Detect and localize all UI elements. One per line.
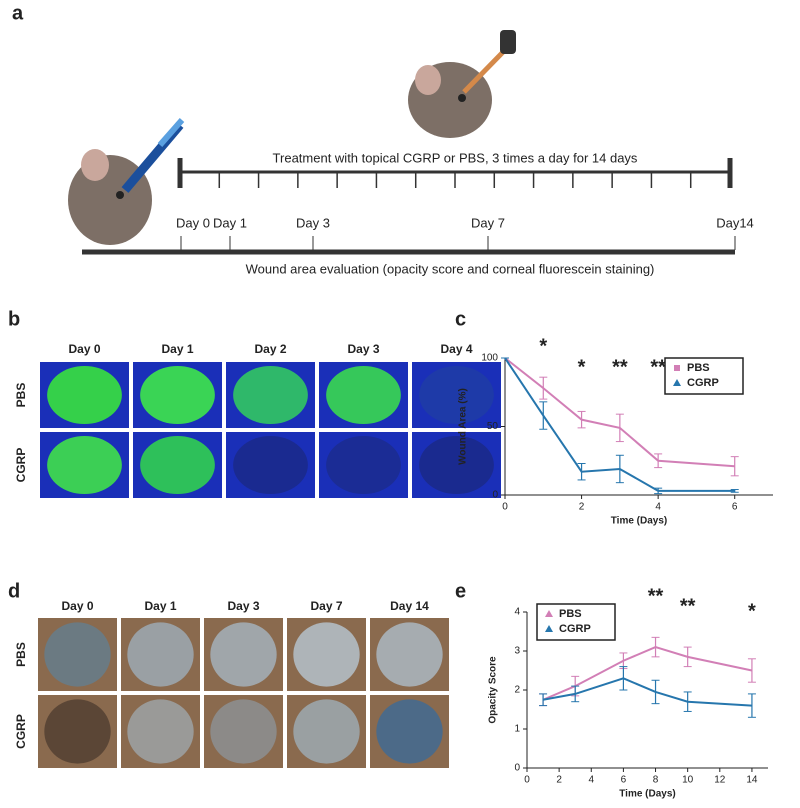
significance: ** <box>680 595 696 617</box>
eye-iris <box>293 699 360 764</box>
eye-iris <box>326 365 401 425</box>
x-axis-title: Time (Days) <box>611 516 668 527</box>
eye-iris <box>326 435 401 495</box>
column-header: Day 3 <box>347 342 379 356</box>
column-header: Day 0 <box>61 599 93 613</box>
timeline <box>82 158 735 255</box>
y-tick-label: 4 <box>514 607 520 618</box>
x-tick-label: 14 <box>746 775 758 786</box>
x-tick-label: 2 <box>579 502 585 513</box>
eye-iris <box>376 622 443 687</box>
significance: ** <box>612 356 628 378</box>
series-line <box>542 646 753 701</box>
eye-iris <box>293 622 360 687</box>
panel-label: d <box>8 580 20 602</box>
day-label: Day 3 <box>296 215 330 230</box>
y-axis-title: Wound Area (%) <box>458 388 469 465</box>
legend-box <box>536 603 616 641</box>
eye-iris <box>140 365 215 425</box>
legend-box <box>664 357 744 395</box>
y-tick-label: 50 <box>487 421 499 432</box>
eye-iris <box>419 435 494 495</box>
eye-iris <box>140 435 215 495</box>
column-header: Day 2 <box>254 342 286 356</box>
y-tick-label: 100 <box>481 353 498 364</box>
significance: ** <box>650 356 666 378</box>
x-tick-label: 0 <box>524 775 530 786</box>
legend-label: CGRP <box>559 623 591 635</box>
panel-label: a <box>12 2 24 24</box>
x-tick-label: 0 <box>502 502 508 513</box>
panel-label: b <box>8 308 20 330</box>
column-header: Day 7 <box>310 599 342 613</box>
row-label: PBS <box>14 642 28 667</box>
row-label: CGRP <box>14 448 28 483</box>
series-line <box>542 677 752 707</box>
column-header: Day 3 <box>227 599 259 613</box>
eye-iris <box>127 699 194 764</box>
series-line <box>504 357 735 468</box>
day-label: Day 1 <box>213 215 247 230</box>
eye-iris <box>44 622 111 687</box>
legend-label: PBS <box>559 608 582 620</box>
legend-marker <box>545 625 553 632</box>
evaluation-text: Wound area evaluation (opacity score and… <box>246 261 655 276</box>
y-tick-label: 2 <box>514 685 520 696</box>
panel-label: c <box>455 308 466 330</box>
x-tick-label: 12 <box>714 775 726 786</box>
column-header: Day 0 <box>68 342 100 356</box>
x-tick-label: 4 <box>655 502 661 513</box>
eye-iris <box>233 365 308 425</box>
row-label: PBS <box>14 383 28 408</box>
eye-iris <box>47 435 122 495</box>
x-tick-label: 4 <box>588 775 594 786</box>
significance: * <box>539 335 547 357</box>
legend-marker <box>673 379 681 386</box>
legend-marker <box>674 365 680 371</box>
legend-marker <box>545 610 553 617</box>
eye-iris <box>210 699 277 764</box>
legend-label: CGRP <box>687 377 719 389</box>
day-label: Day 7 <box>471 215 505 230</box>
eye-iris <box>127 622 194 687</box>
eye-iris <box>44 699 111 764</box>
day-label: Day14 <box>716 215 754 230</box>
eye-iris <box>233 435 308 495</box>
series-line <box>504 357 735 492</box>
column-header: Day 14 <box>390 599 429 613</box>
x-tick-label: 6 <box>732 502 738 513</box>
y-tick-label: 0 <box>492 490 498 501</box>
x-tick-label: 10 <box>682 775 694 786</box>
eye-iris <box>419 365 494 425</box>
y-axis-title: Opacity Score <box>488 656 499 724</box>
column-header: Day 4 <box>440 342 472 356</box>
day-label: Day 0 <box>176 215 210 230</box>
x-tick-label: 6 <box>621 775 627 786</box>
panel-label: e <box>455 580 466 602</box>
mouse-top <box>408 30 516 138</box>
mouse-left <box>68 118 185 245</box>
eye-iris <box>47 365 122 425</box>
legend-label: PBS <box>687 362 710 374</box>
column-header: Day 1 <box>144 599 176 613</box>
column-header: Day 1 <box>161 342 193 356</box>
eye-iris <box>376 699 443 764</box>
x-tick-label: 2 <box>556 775 562 786</box>
y-tick-label: 3 <box>514 646 520 657</box>
significance: * <box>578 356 586 378</box>
y-tick-label: 0 <box>514 763 520 774</box>
treatment-text: Treatment with topical CGRP or PBS, 3 ti… <box>273 150 638 165</box>
eye-iris <box>210 622 277 687</box>
significance: ** <box>648 586 664 608</box>
x-tick-label: 8 <box>653 775 659 786</box>
x-axis-title: Time (Days) <box>619 789 676 800</box>
y-tick-label: 1 <box>514 724 520 735</box>
row-label: CGRP <box>14 714 28 749</box>
significance: * <box>748 600 756 622</box>
